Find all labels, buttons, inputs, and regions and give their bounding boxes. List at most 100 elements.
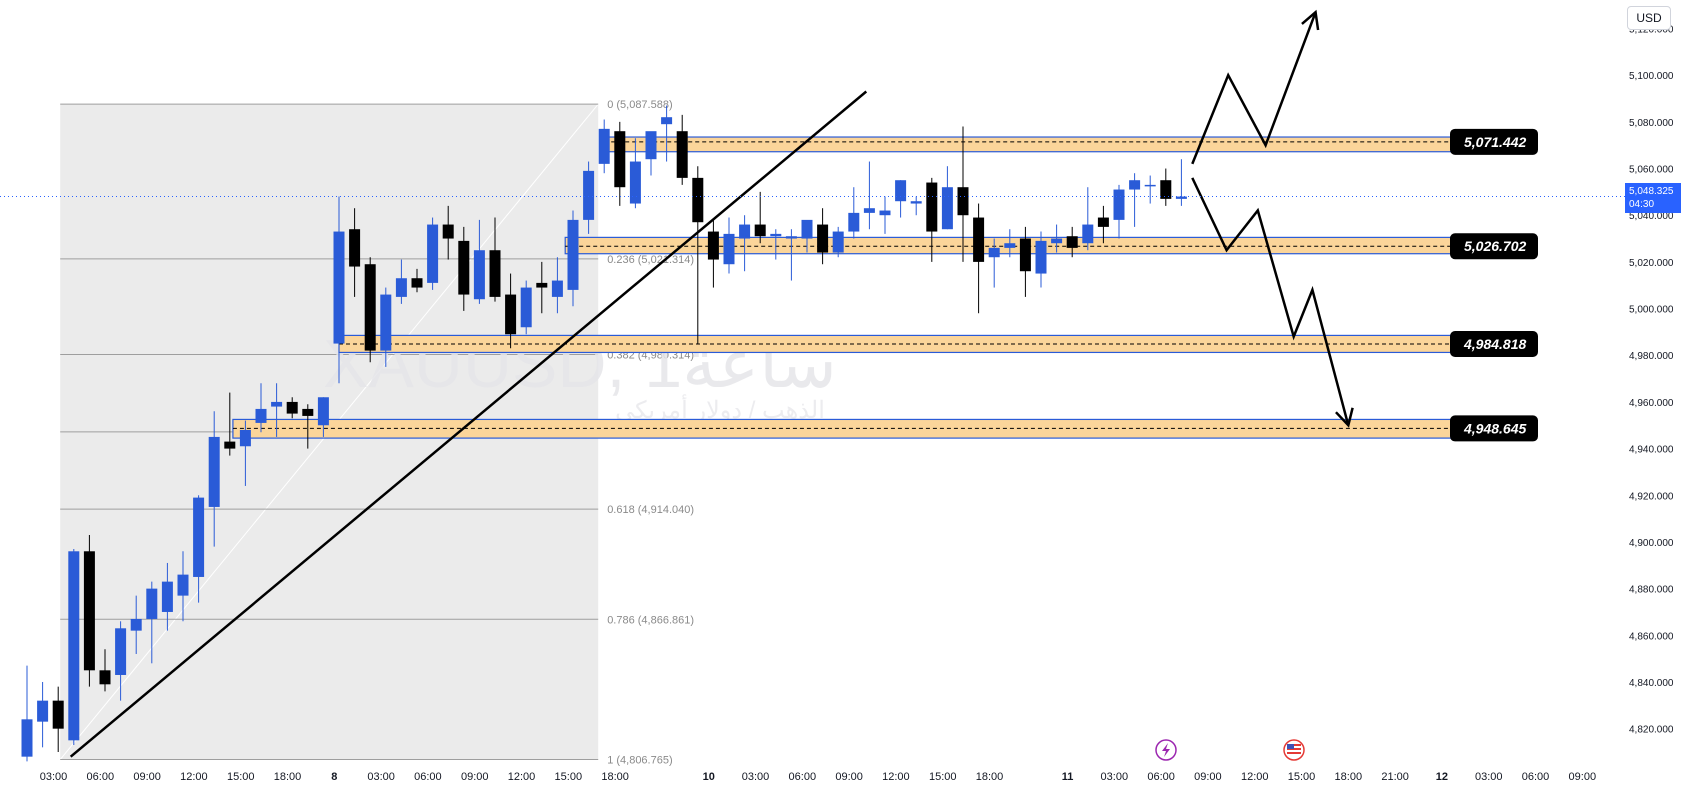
candle xyxy=(1097,205,1109,244)
candle-body xyxy=(286,401,298,414)
candle-body xyxy=(333,231,345,344)
candle xyxy=(645,131,657,176)
scenario-up-arrow[interactable] xyxy=(1191,11,1317,165)
zone-price-label: 5,071.442 xyxy=(1464,134,1526,150)
fib-level-label: 0.786 (4,866.861) xyxy=(607,614,694,626)
candle xyxy=(723,217,735,274)
candle-body xyxy=(1066,236,1078,248)
zone[interactable]: 4,948.645 xyxy=(232,415,1538,442)
candle-body xyxy=(817,224,829,253)
candle xyxy=(1144,175,1156,204)
candle xyxy=(895,180,907,218)
candle-body xyxy=(68,551,80,741)
lightning-event-icon[interactable] xyxy=(1155,739,1177,761)
candle xyxy=(255,383,267,433)
candle-body xyxy=(239,429,251,447)
candle xyxy=(567,210,579,307)
price-tick-label: 5,040.000 xyxy=(1629,211,1674,222)
time-tick-label: 09:00 xyxy=(1569,771,1597,783)
time-tick-label: 12:00 xyxy=(1241,771,1269,783)
candle xyxy=(239,420,251,486)
price-tick-label: 5,020.000 xyxy=(1629,258,1674,269)
candle xyxy=(130,595,142,654)
scenario-down-arrow[interactable] xyxy=(1191,177,1350,426)
candle-body xyxy=(193,497,205,577)
candle xyxy=(614,121,626,206)
candle xyxy=(926,177,938,262)
candle-body xyxy=(926,182,938,232)
time-tick-label: 09:00 xyxy=(133,771,161,783)
time-axis[interactable]: 03:00 06:00 09:00 12:00 15:00 18:00 8 03:00 06:0… xyxy=(40,771,1596,783)
candle xyxy=(1035,231,1047,288)
time-tick-label: 18:00 xyxy=(274,771,302,783)
zone-price-label-bg xyxy=(1450,330,1538,357)
candle-body xyxy=(52,700,64,729)
price-tick-label: 5,000.000 xyxy=(1629,305,1674,316)
candle-body xyxy=(583,170,595,220)
currency-button[interactable]: USD xyxy=(1627,6,1671,30)
candle xyxy=(583,161,595,234)
candle xyxy=(52,686,64,752)
time-tick-label: 18:00 xyxy=(1335,771,1363,783)
candle-body xyxy=(349,229,361,267)
time-tick-label: 11 xyxy=(1062,771,1074,783)
candle-body xyxy=(364,264,376,351)
candle xyxy=(676,114,688,185)
candle xyxy=(629,138,641,209)
price-tick-label: 5,120.000 xyxy=(1629,25,1674,36)
candle-body xyxy=(1019,238,1031,272)
drawing-lines[interactable] xyxy=(0,9,1625,758)
candle xyxy=(536,261,548,314)
candle-body xyxy=(785,236,797,239)
candle xyxy=(146,581,158,664)
candle xyxy=(224,392,236,456)
candle-body xyxy=(99,670,111,685)
candle-body xyxy=(551,280,563,297)
candle xyxy=(863,161,875,230)
time-tick-label: 18:00 xyxy=(976,771,1004,783)
candle-body xyxy=(676,131,688,178)
us-flag-event-icon[interactable] xyxy=(1283,739,1305,761)
candle-body xyxy=(661,117,673,125)
candle-body xyxy=(629,161,641,204)
candle-body xyxy=(442,224,454,239)
candle xyxy=(505,273,517,349)
candle xyxy=(364,257,376,363)
candle-body xyxy=(1129,180,1141,190)
candle-body xyxy=(1160,180,1172,199)
candlesticks xyxy=(21,105,1187,762)
candle xyxy=(302,404,314,449)
trendline[interactable] xyxy=(69,90,868,758)
candle xyxy=(473,219,485,304)
price-tick-label: 4,960.000 xyxy=(1629,398,1674,409)
price-tick-label: 4,820.000 xyxy=(1629,725,1674,736)
candle-body xyxy=(879,210,891,216)
candle xyxy=(817,208,829,265)
price-axis[interactable]: 4,820.000 4,840.000 4,860.000 4,880.000 4,90… xyxy=(1629,25,1674,736)
event-icons[interactable] xyxy=(1155,739,1305,761)
time-tick-label: 06:00 xyxy=(414,771,442,783)
candle-body xyxy=(832,231,844,253)
candle-body xyxy=(130,618,142,631)
price-tick-label: 4,920.000 xyxy=(1629,491,1674,502)
candle-body xyxy=(458,240,470,295)
candle xyxy=(1175,159,1187,206)
candle xyxy=(380,287,392,367)
zone[interactable]: 4,984.818 xyxy=(338,330,1538,357)
time-tick-label: 15:00 xyxy=(929,771,957,783)
candle xyxy=(317,397,329,437)
candle-body xyxy=(973,217,985,262)
fib-level-label: 0 (5,087.588) xyxy=(607,99,672,111)
candle-body xyxy=(1051,238,1063,244)
time-tick-label: 03:00 xyxy=(40,771,68,783)
candle xyxy=(1129,173,1141,227)
candle-body xyxy=(427,224,439,283)
candle-body xyxy=(1035,240,1047,274)
candle-body xyxy=(1004,243,1016,248)
candle-body xyxy=(957,187,969,216)
candle-body xyxy=(863,208,875,213)
fib-level-label: 0.618 (4,914.040) xyxy=(607,504,694,516)
candle-body xyxy=(115,628,127,675)
zone-rect[interactable] xyxy=(603,136,1456,153)
